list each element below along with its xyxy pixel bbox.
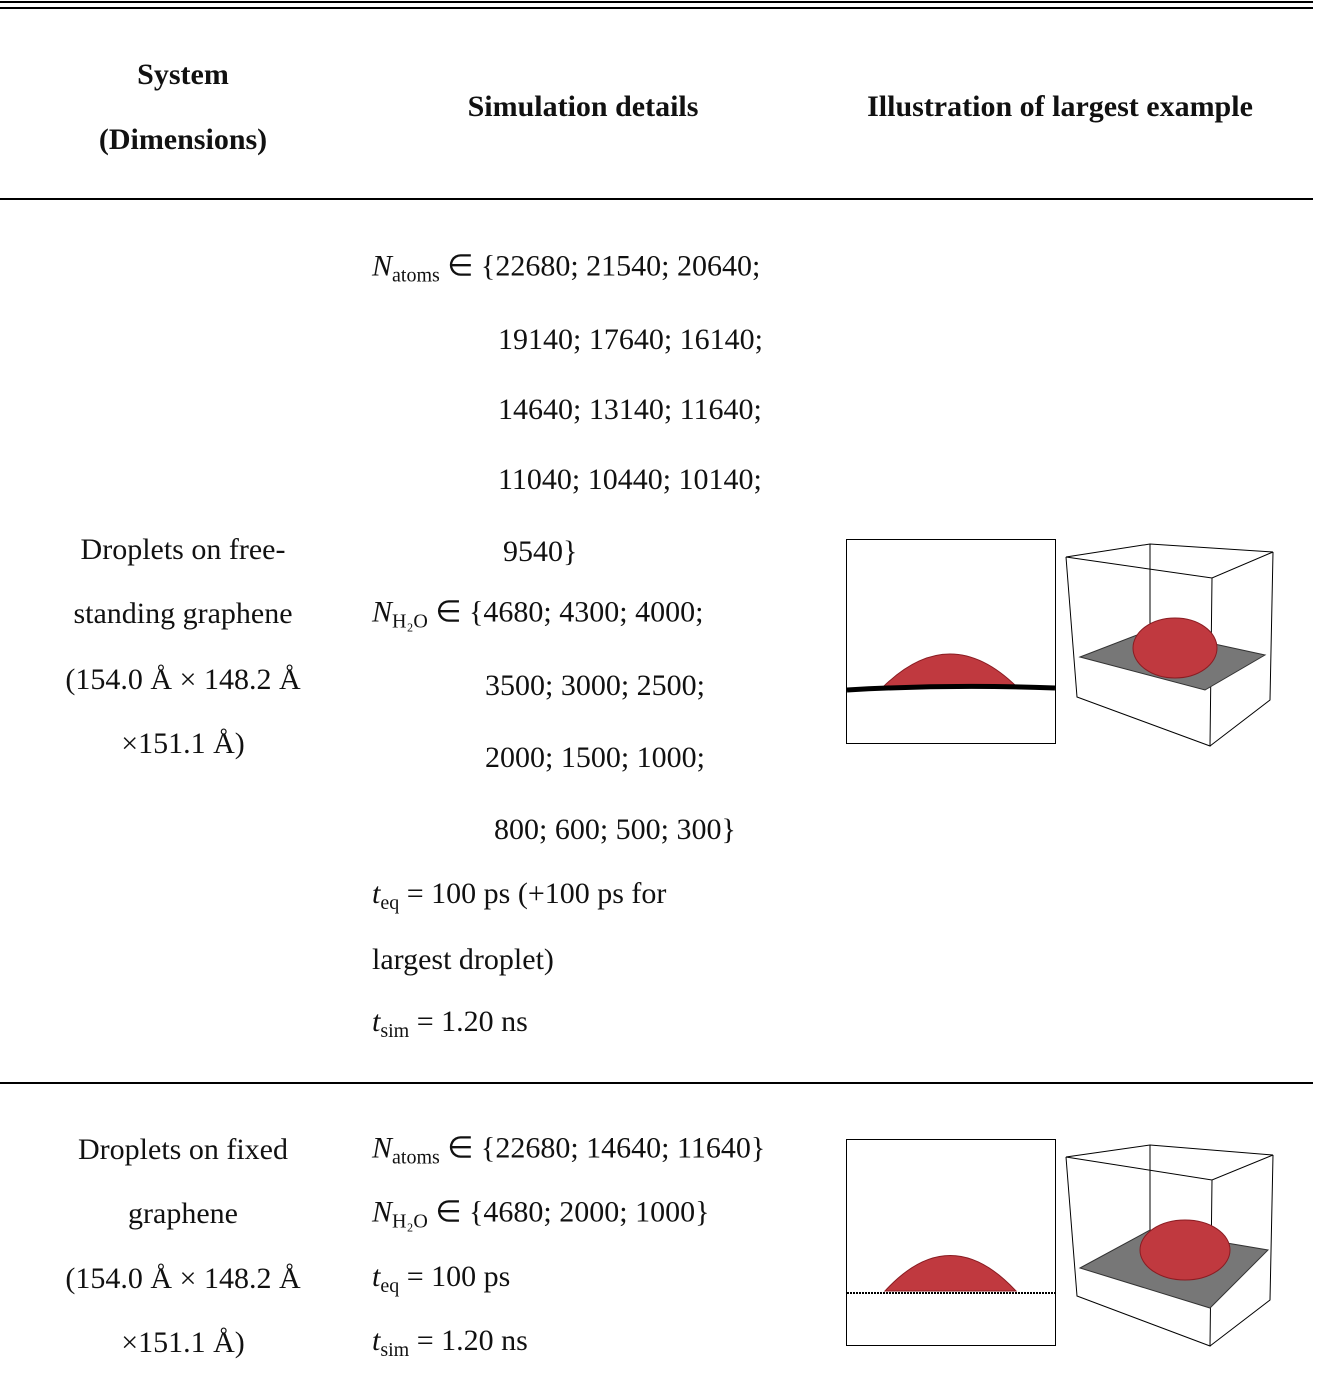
detail-line: tsim = 1.20 ns — [372, 1324, 528, 1362]
variable: N — [372, 250, 392, 283]
header-cell: (Dimensions) — [99, 123, 267, 157]
detail-line: 3500; 3000; 2500; — [485, 669, 705, 703]
system-line: graphene — [128, 1197, 238, 1231]
detail-line: 2000; 1500; 1000; — [485, 741, 705, 775]
detail-text: ∈ {4680; 4300; 4000; — [435, 596, 703, 629]
detail-text: = 100 ps (+100 ps for — [407, 877, 667, 910]
detail-line: Natoms ∈ {22680; 21540; 20640; — [372, 249, 760, 288]
subscript: sim — [380, 1339, 409, 1361]
table-page: System (Dimensions) Simulation details Illu… — [0, 0, 1323, 1395]
detail-text: = 1.20 ns — [417, 1005, 528, 1038]
detail-line: 800; 600; 500; 300} — [494, 813, 736, 847]
subscript: atoms — [392, 1147, 440, 1169]
header-cell: Illustration of largest example — [867, 90, 1253, 124]
subscript: eq — [380, 1275, 399, 1297]
detail-text: ∈ {4680; 2000; 1000} — [435, 1196, 709, 1229]
system-line: Droplets on free- — [81, 533, 286, 567]
subscript: atoms — [392, 265, 440, 287]
subscript: sim — [380, 1020, 409, 1042]
detail-line: largest droplet) — [372, 943, 554, 977]
system-line: ×151.1 Å) — [121, 1326, 245, 1360]
detail-line: 19140; 17640; 16140; — [498, 323, 763, 357]
detail-text: 2000; 1500; 1000; — [485, 741, 705, 774]
detail-text: 9540} — [503, 535, 577, 568]
detail-line: teq = 100 ps — [372, 1260, 510, 1298]
system-line: (154.0 Å × 148.2 Å — [65, 1262, 300, 1296]
system-line: ×151.1 Å) — [121, 727, 245, 761]
detail-text: = 1.20 ns — [417, 1324, 528, 1357]
detail-line: Natoms ∈ {22680; 14640; 11640} — [372, 1131, 765, 1170]
detail-text: largest droplet) — [372, 943, 554, 976]
detail-text: = 100 ps — [407, 1260, 511, 1293]
subscript: eq — [380, 892, 399, 914]
detail-text: ∈ {22680; 14640; 11640} — [447, 1132, 765, 1165]
detail-line: 14640; 13140; 11640; — [498, 393, 762, 427]
detail-text: 11040; 10440; 10140; — [498, 463, 762, 496]
system-line: standing graphene — [73, 597, 292, 631]
detail-line: NH₂O ∈ {4680; 2000; 1000} — [372, 1195, 709, 1234]
detail-line: 9540} — [503, 535, 577, 569]
variable: N — [372, 596, 392, 629]
detail-line: 11040; 10440; 10140; — [498, 463, 762, 497]
subscript: H₂O — [392, 611, 428, 633]
illustration-side — [847, 540, 1056, 1346]
illustration-3d — [1066, 544, 1273, 1346]
detail-line: teq = 100 ps (+100 ps for — [372, 877, 666, 915]
system-line: Droplets on fixed — [78, 1133, 288, 1167]
system-line: (154.0 Å × 148.2 Å — [65, 663, 300, 697]
detail-text: 800; 600; 500; 300} — [494, 813, 736, 846]
subscript: H₂O — [392, 1211, 428, 1233]
detail-text: 14640; 13140; 11640; — [498, 393, 762, 426]
detail-line: NH₂O ∈ {4680; 4300; 4000; — [372, 595, 703, 634]
variable: N — [372, 1132, 392, 1165]
detail-text: 19140; 17640; 16140; — [498, 323, 763, 356]
header-cell: System — [137, 58, 229, 92]
detail-line: tsim = 1.20 ns — [372, 1005, 528, 1043]
variable: N — [372, 1196, 392, 1229]
header-cell: Simulation details — [468, 90, 699, 124]
detail-text: 3500; 3000; 2500; — [485, 669, 705, 702]
detail-text: ∈ {22680; 21540; 20640; — [447, 250, 760, 283]
